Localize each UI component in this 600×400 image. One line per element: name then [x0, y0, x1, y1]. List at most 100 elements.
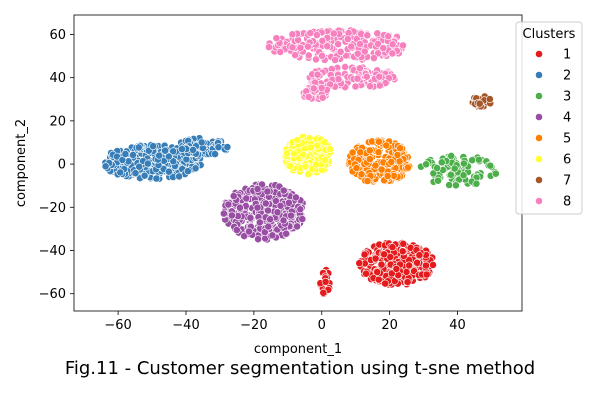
data-point-cluster-4: [260, 228, 269, 237]
legend-label-1: 1: [563, 48, 571, 63]
data-point-cluster-4: [261, 199, 270, 208]
figure-caption: Fig.11 - Customer segmentation using t-s…: [64, 358, 536, 379]
legend-marker-1: [535, 50, 543, 58]
data-point-cluster-2: [143, 159, 152, 168]
data-point-cluster-4: [279, 216, 288, 225]
data-point-cluster-4: [246, 213, 255, 222]
data-point-cluster-1: [402, 267, 411, 276]
data-point-cluster-4: [276, 201, 285, 210]
data-point-cluster-8: [304, 93, 313, 101]
data-point-cluster-2: [135, 162, 144, 171]
data-point-cluster-1: [371, 254, 380, 263]
data-point-cluster-1: [392, 264, 401, 273]
data-point-cluster-8: [351, 82, 360, 91]
data-point-cluster-5: [383, 172, 392, 180]
data-point-cluster-5: [382, 141, 391, 150]
data-point-cluster-8: [353, 49, 362, 58]
data-point-cluster-3: [445, 181, 454, 189]
data-point-cluster-4: [254, 235, 262, 244]
legend-title: Clusters: [523, 27, 576, 42]
data-point-cluster-2: [129, 150, 137, 159]
data-point-cluster-6: [320, 138, 329, 147]
data-point-cluster-2: [189, 145, 197, 154]
data-point-cluster-4: [264, 222, 273, 231]
data-point-cluster-4: [298, 215, 307, 223]
data-point-cluster-5: [365, 155, 374, 163]
data-point-cluster-5: [395, 157, 404, 166]
data-point-cluster-8: [399, 41, 407, 50]
data-point-cluster-8: [334, 75, 343, 84]
data-point-cluster-4: [242, 194, 251, 203]
data-point-cluster-3: [437, 158, 446, 167]
data-point-cluster-8: [388, 49, 397, 58]
data-point-cluster-1: [403, 278, 412, 286]
legend-items: 1 2 3 4 5 6 7 8: [535, 48, 571, 210]
y-tick-label: 40: [49, 71, 66, 86]
data-point-cluster-1: [429, 260, 437, 269]
data-point-cluster-4: [272, 197, 280, 205]
x-tick-label: 40: [449, 318, 466, 333]
data-point-cluster-8: [318, 51, 326, 60]
data-point-cluster-8: [347, 42, 356, 51]
legend-label-4: 4: [563, 111, 571, 126]
data-point-cluster-2: [116, 168, 125, 177]
data-point-cluster-5: [356, 148, 365, 157]
scatter-plot: −60 −40 −20 0 20 40 −60 −40 −20 0 20 40 60 componen…: [14, 14, 583, 357]
data-point-cluster-1: [355, 259, 364, 268]
data-point-cluster-2: [164, 167, 173, 176]
data-point-cluster-1: [405, 261, 413, 270]
legend-marker-7: [535, 176, 543, 184]
data-point-cluster-2: [149, 142, 157, 151]
legend-marker-3: [535, 92, 543, 100]
data-point-cluster-8: [331, 56, 339, 64]
data-point-cluster-4: [253, 203, 262, 212]
data-point-cluster-8: [366, 82, 374, 91]
data-point-cluster-2: [134, 143, 143, 152]
data-point-cluster-2: [211, 150, 219, 158]
legend-label-7: 7: [563, 174, 571, 189]
data-point-cluster-5: [374, 148, 383, 157]
data-point-cluster-8: [336, 47, 345, 56]
data-point-cluster-2: [169, 157, 178, 166]
data-point-cluster-3: [451, 181, 460, 190]
data-point-cluster-4: [296, 205, 305, 214]
data-point-cluster-8: [306, 29, 315, 37]
data-point-cluster-2: [121, 150, 130, 158]
data-point-cluster-2: [178, 145, 186, 153]
x-tick-label: −40: [172, 318, 199, 333]
data-point-cluster-1: [380, 250, 388, 259]
data-point-cluster-2: [161, 146, 169, 155]
data-point-cluster-1: [422, 261, 430, 270]
data-point-cluster-6: [299, 150, 307, 159]
data-point-cluster-4: [293, 222, 301, 231]
data-point-cluster-5: [387, 157, 396, 166]
data-point-cluster-2: [223, 143, 232, 151]
data-point-cluster-1: [415, 251, 424, 260]
legend-marker-5: [535, 134, 543, 142]
data-point-cluster-4: [273, 208, 282, 217]
data-point-cluster-3: [472, 179, 481, 188]
data-point-cluster-8: [276, 48, 285, 56]
data-point-cluster-8: [318, 36, 327, 45]
x-axis-ticks: −60 −40 −20 0 20 40: [104, 311, 466, 333]
data-point-cluster-8: [288, 30, 297, 39]
data-point-cluster-8: [362, 72, 371, 81]
data-point-cluster-1: [398, 247, 407, 256]
data-point-cluster-6: [306, 143, 315, 152]
data-point-cluster-8: [343, 35, 352, 43]
data-point-cluster-5: [352, 164, 361, 172]
data-point-cluster-1: [362, 269, 370, 278]
data-point-cluster-6: [312, 160, 321, 169]
data-point-cluster-3: [446, 170, 455, 179]
data-point-cluster-4: [279, 186, 288, 195]
data-point-cluster-5: [363, 177, 372, 185]
legend-box: [515, 21, 583, 215]
legend-label-8: 8: [563, 195, 571, 210]
data-point-cluster-8: [313, 70, 322, 79]
data-point-cluster-3: [434, 176, 442, 185]
y-axis-label: component_2: [14, 119, 29, 207]
data-point-cluster-1: [388, 243, 397, 252]
scatter-points: [101, 26, 500, 298]
data-point-cluster-4: [291, 193, 300, 202]
